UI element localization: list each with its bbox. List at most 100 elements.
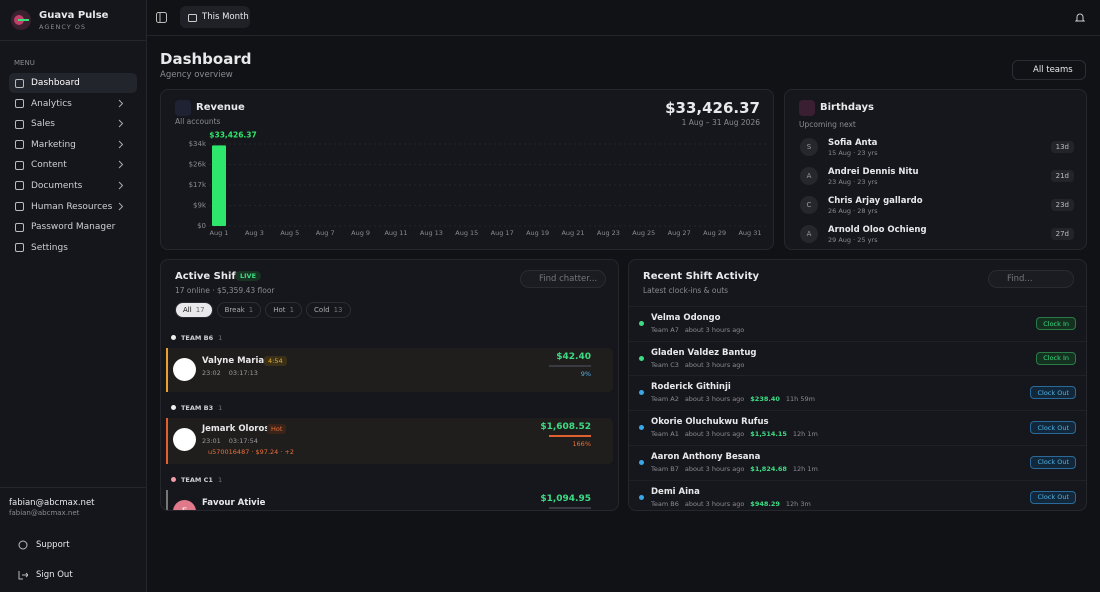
status-dot: [639, 459, 644, 465]
amount: $1,094.95: [540, 494, 591, 504]
status-button[interactable]: Clock Out: [1030, 490, 1076, 504]
team: Team A1: [651, 430, 679, 439]
status-dot: [639, 355, 644, 361]
summary: 17 online · $5,359.43 floor: [175, 286, 275, 295]
nav-label: Sales: [31, 119, 55, 130]
chevron-shape: [118, 181, 124, 190]
support-text: Support: [36, 540, 70, 550]
x-tick-label: Aug 29: [703, 229, 726, 237]
y-tick-label: $34k: [189, 140, 207, 148]
x-tick-label: Aug 27: [668, 229, 691, 237]
activity-meta: Team B6 about 3 hours ago $948.29 12h 3m: [651, 500, 811, 508]
nav-item[interactable]: Content: [9, 155, 137, 175]
filter-count: 17: [195, 306, 205, 314]
data-label: $33,426.37: [209, 130, 256, 139]
member-name: Favour Ativie: [202, 498, 266, 508]
filter-chip[interactable]: Break 1: [216, 302, 262, 318]
sidebar: Guava Pulse AGENCY OS MENU Dashboard Anal…: [0, 0, 147, 592]
sign-out-link[interactable]: Sign Out: [18, 570, 73, 580]
filter-count: 1: [248, 306, 254, 314]
status-button[interactable]: Clock In: [1036, 317, 1076, 330]
status-button[interactable]: Clock Out: [1030, 386, 1076, 400]
filter-label: Break: [224, 306, 245, 314]
nav-item[interactable]: Documents: [9, 176, 137, 196]
nav-item[interactable]: Dashboard: [9, 73, 137, 93]
nav-item[interactable]: Sales: [9, 114, 137, 134]
support-link[interactable]: Support: [18, 540, 70, 550]
time: about 3 hours ago: [684, 499, 745, 508]
notifications[interactable]: [1075, 12, 1085, 23]
filter-chip[interactable]: Hot 1: [265, 302, 303, 318]
member-times: 23:02 03:17:13: [202, 369, 258, 377]
duration: 12h 1m: [792, 430, 818, 439]
nav-item[interactable]: Human Resources: [9, 197, 137, 217]
person-meta: 29 Aug · 25 yrs: [828, 235, 878, 244]
sidebar-toggle[interactable]: [156, 12, 167, 23]
birthday-row: C Chris Arjay gallardo 26 Aug · 28 yrs 23d: [800, 192, 1074, 218]
chevron-shape: [118, 161, 124, 169]
person: Sofia Anta 15 Aug · 23 yrs: [828, 138, 877, 157]
nav-item[interactable]: Password Manager: [9, 217, 137, 237]
card-subtitle: All accounts: [175, 117, 221, 126]
shift-row[interactable]: Valyne Mariaria 4:54 23:02 03:17:13 $42.40 9%: [166, 348, 613, 392]
birthday-row: A Andrei Dennis Nitu 23 Aug · 23 yrs 21d: [800, 163, 1074, 189]
nav: Dashboard Analytics Sales Marketing Content D…: [0, 73, 146, 258]
icon-shape: [15, 160, 24, 170]
activity-name: Demi Aina: [651, 486, 700, 497]
revenue-chart: $0 $9k $17k $26k $34k Aug 1 $33,426.37 Aug 3 Aug…: [189, 130, 767, 237]
divider: [0, 40, 146, 41]
icon: [15, 99, 24, 109]
amount: $42.40: [556, 352, 591, 362]
card-title: Active Shifts: [175, 271, 247, 282]
status-button[interactable]: Clock Out: [1030, 421, 1076, 435]
team-count: 1: [218, 403, 223, 412]
status-button[interactable]: Clock In: [1036, 351, 1076, 365]
activity-row: Velma Odongo Team A7 about 3 hours ago Cloc…: [629, 306, 1086, 340]
x-tick-label: Aug 21: [561, 229, 584, 237]
person-name: Chris Arjay gallardo: [828, 195, 923, 206]
days-badge: 21d: [1050, 170, 1074, 182]
nav-label: Analytics: [31, 98, 72, 109]
y-tick-label: $26k: [189, 161, 207, 169]
time: about 3 hours ago: [684, 395, 745, 404]
activity-row: Demi Aina Team B6 about 3 hours ago $948.29…: [629, 479, 1086, 511]
time: about 3 hours ago: [684, 430, 745, 439]
team-header: TEAM B6 1: [166, 330, 613, 345]
live-badge: LIVE: [235, 271, 262, 281]
chevron: [118, 119, 124, 128]
person: Arnold Oloo Ochieng 29 Aug · 25 yrs: [828, 225, 927, 244]
filters: All 17 Break 1 Hot 1 Cold 13: [175, 302, 355, 318]
search[interactable]: Find...: [988, 270, 1074, 288]
team-dot: [171, 405, 176, 410]
x-tick-label: Aug 11: [384, 229, 407, 237]
revenue-total: $33,426.37: [665, 99, 760, 117]
amount: $948.29: [750, 499, 780, 508]
percent: 166%: [572, 440, 591, 448]
card-title: Recent Shift Activity: [643, 271, 760, 282]
birthday-row: S Sofia Anta 15 Aug · 23 yrs 13d: [800, 134, 1074, 160]
elapsed: 03:17:13: [228, 369, 258, 377]
icon-shape: [15, 202, 24, 212]
filter-chip[interactable]: All 17: [175, 302, 213, 318]
icon: [15, 202, 24, 212]
chevron: [118, 161, 124, 169]
filter-chip[interactable]: Cold 13: [306, 302, 351, 318]
status-button[interactable]: Clock Out: [1030, 455, 1076, 469]
birthdays-card: Birthdays Upcoming next S Sofia Anta 15 Au…: [784, 89, 1087, 250]
search[interactable]: Find chatter...: [520, 270, 606, 288]
nav-item[interactable]: Settings: [9, 238, 137, 258]
team-header: TEAM B3 1: [166, 400, 613, 415]
recent-activity-card: Recent Shift Activity Latest clock-ins &…: [628, 259, 1087, 511]
nav-item[interactable]: Analytics: [9, 94, 137, 114]
shift-row[interactable]: Jemark Oloroso Hot 23:01 03:17:54 u570016487…: [166, 418, 613, 464]
avatar: S: [800, 138, 818, 156]
icon: [18, 571, 28, 580]
days-badge: 13d: [1050, 141, 1074, 153]
nav-item[interactable]: Marketing: [9, 135, 137, 155]
team-filter[interactable]: All teams: [1012, 60, 1086, 80]
icon: [15, 243, 24, 253]
period-button[interactable]: This Month: [180, 6, 250, 28]
person-meta: 15 Aug · 23 yrs: [828, 148, 878, 157]
amount: $1,514.15: [750, 430, 787, 439]
